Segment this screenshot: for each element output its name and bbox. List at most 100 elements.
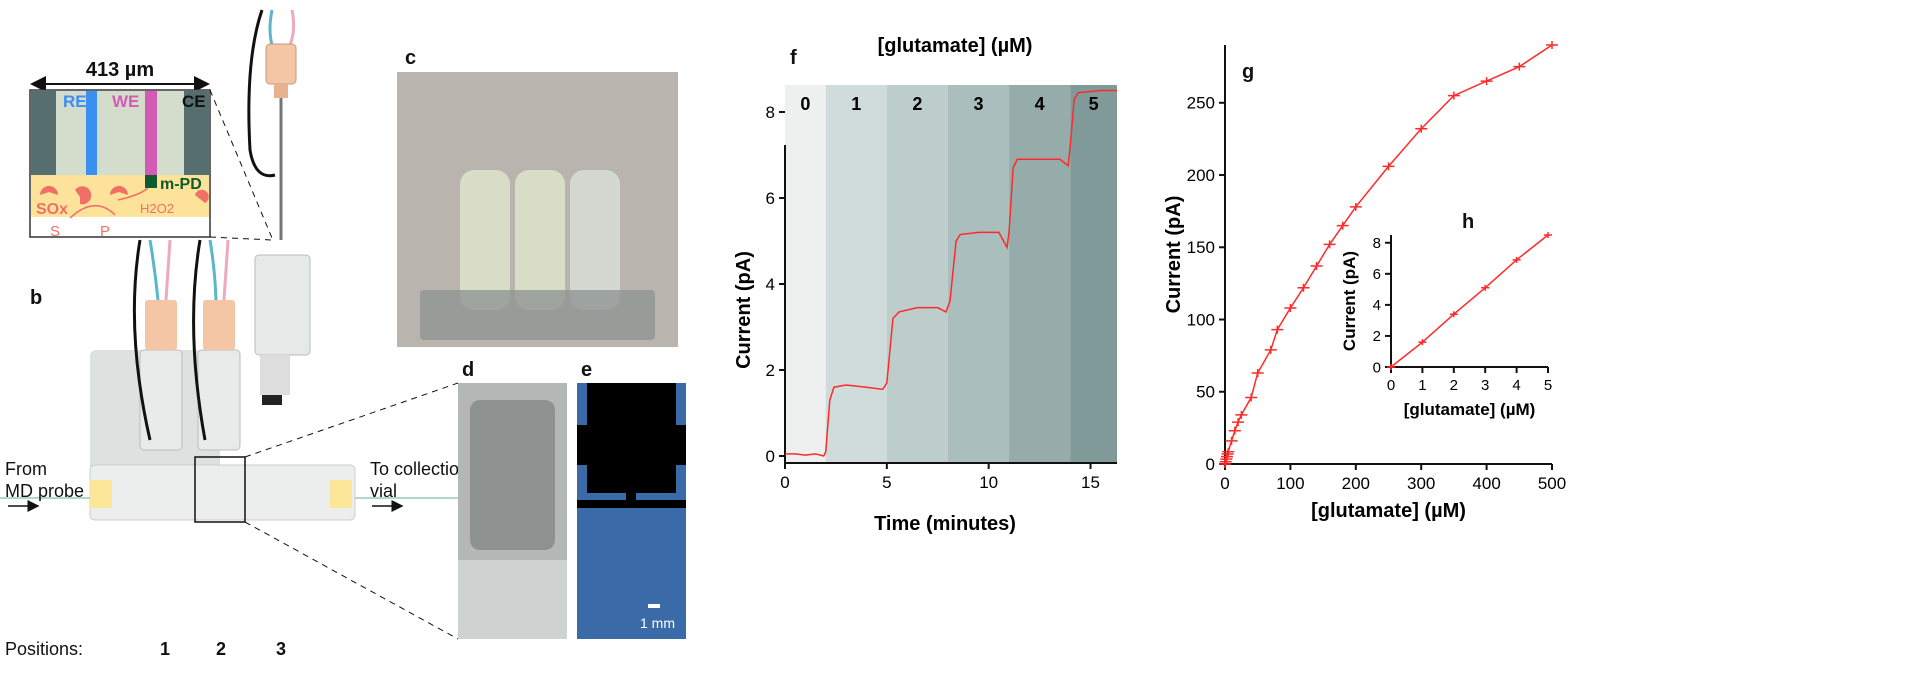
- data-point: [1387, 364, 1395, 370]
- x-tick-label: 100: [1276, 474, 1304, 493]
- scale-bar: [648, 604, 660, 608]
- panel-d: d: [458, 359, 567, 639]
- chart-g: 0 100 200 300 400 500050100150200250[glutamat…: [1163, 41, 1566, 522]
- panel-b: b From MD probe To collection vial Posit…: [0, 239, 469, 659]
- data-point: [1297, 283, 1310, 292]
- y-tick-label: 0: [766, 447, 775, 466]
- panel-a: a 413 µm RE WE CE m-PD SOx H2O2 S P: [29, 9, 297, 241]
- x-axis-label: [glutamate] (µM): [1404, 400, 1536, 419]
- data-point: [1449, 311, 1458, 318]
- x-tick-label: 10: [979, 473, 998, 492]
- y-tick-label: 6: [766, 189, 775, 208]
- concentration-band: [825, 85, 887, 463]
- panel-c: c: [397, 47, 678, 347]
- y-tick-label: 0: [1373, 359, 1381, 376]
- probe-connector: [265, 43, 297, 85]
- working-electrode: [145, 91, 157, 175]
- data-point: [1228, 426, 1241, 435]
- band-label: 3: [973, 94, 983, 114]
- x-tick-label: 500: [1538, 474, 1566, 493]
- re-label: RE: [63, 92, 87, 111]
- enzyme-layer: [31, 175, 209, 217]
- panel-label-c: c: [405, 47, 416, 69]
- x-axis-label: Time (minutes): [874, 513, 1016, 535]
- data-point: [1546, 41, 1558, 49]
- data-point: [1235, 410, 1248, 419]
- x-tick-label: 0: [780, 473, 789, 492]
- flow-cell: [89, 464, 356, 521]
- y-tick-label: 4: [1373, 297, 1381, 314]
- data-point: [1544, 232, 1552, 238]
- enzyme-icons: [40, 186, 209, 205]
- zoom-box: [194, 456, 246, 523]
- y-axis-label: Current (pA): [733, 251, 755, 369]
- y-tick-label: 100: [1187, 310, 1215, 329]
- data-point: [1232, 418, 1245, 427]
- mpd-layer: [145, 175, 157, 188]
- x-axis-label: [glutamate] (µM): [1311, 500, 1466, 522]
- panel-label-d: d: [462, 359, 474, 381]
- data-point: [1415, 124, 1428, 133]
- h2o2-label: H2O2: [140, 201, 174, 216]
- sox-label: SOx: [36, 201, 68, 218]
- concentration-band: [785, 85, 826, 463]
- y-tick-label: 150: [1187, 238, 1215, 257]
- data-point: [1447, 91, 1460, 100]
- position-1: 1: [160, 639, 170, 659]
- data-point: [1310, 262, 1323, 271]
- x-tick-label: 4: [1512, 377, 1520, 394]
- band-label: 5: [1089, 94, 1099, 114]
- y-tick-label: 2: [1373, 328, 1381, 345]
- top-title: [glutamate] (µM): [878, 35, 1033, 57]
- inlet-label-2: MD probe: [5, 481, 84, 501]
- y-tick-label: 200: [1187, 166, 1215, 185]
- data-point: [1323, 240, 1336, 249]
- y-tick-label: 6: [1373, 266, 1381, 283]
- inlet-label-1: From: [5, 459, 47, 479]
- data-point: [1349, 202, 1362, 211]
- position-2: 2: [216, 639, 226, 659]
- y-tick-label: 0: [1206, 455, 1215, 474]
- probe-wire: [247, 9, 276, 178]
- data-point: [1284, 303, 1297, 312]
- fit-line: [1390, 234, 1549, 368]
- x-tick-label: 400: [1472, 474, 1500, 493]
- data-point: [1480, 77, 1493, 86]
- data-point: [1251, 368, 1264, 377]
- ce-label: CE: [182, 92, 206, 111]
- band-label: 0: [800, 94, 810, 114]
- outlet-label-1: To collection: [370, 459, 469, 479]
- outlet-label-2: vial: [370, 481, 397, 501]
- concentration-band: [1009, 85, 1071, 463]
- y-axis-label: Current (pA): [1340, 251, 1359, 351]
- data-point: [1264, 345, 1277, 354]
- x-tick-label: 1: [1418, 377, 1426, 394]
- data-point: [1245, 393, 1258, 402]
- product-label: P: [100, 223, 110, 240]
- band-label: 2: [912, 94, 922, 114]
- x-tick-label: 0: [1220, 474, 1229, 493]
- x-tick-label: 2: [1450, 377, 1458, 394]
- x-tick-label: 15: [1081, 473, 1100, 492]
- left-electrode: [31, 91, 56, 175]
- data-point: [1481, 284, 1490, 291]
- data-point: [1382, 162, 1395, 171]
- x-tick-label: 200: [1342, 474, 1370, 493]
- y-tick-label: 8: [766, 103, 775, 122]
- we-label: WE: [112, 92, 139, 111]
- y-tick-label: 2: [766, 361, 775, 380]
- y-tick-label: 8: [1373, 235, 1381, 252]
- counter-electrode: [184, 91, 209, 175]
- data-point: [1418, 339, 1427, 346]
- concentration-band: [886, 85, 948, 463]
- x-tick-label: 3: [1481, 377, 1489, 394]
- chart-f: 0 1 2 3 4 5 [glutamate] (µM) 0 5 10 15 0 2 4 6 8 Time (m…: [733, 35, 1117, 535]
- chart-h: 0 1 2 3 4 5 0 2 4 6 8 [glutamate] (µM) Current (pA): [1340, 232, 1552, 419]
- reference-electrode: [86, 91, 97, 175]
- panel-label-b: b: [30, 287, 42, 309]
- panel-label-f: f: [790, 47, 797, 69]
- y-tick-label: 4: [766, 275, 775, 294]
- x-tick-label: 0: [1387, 377, 1395, 394]
